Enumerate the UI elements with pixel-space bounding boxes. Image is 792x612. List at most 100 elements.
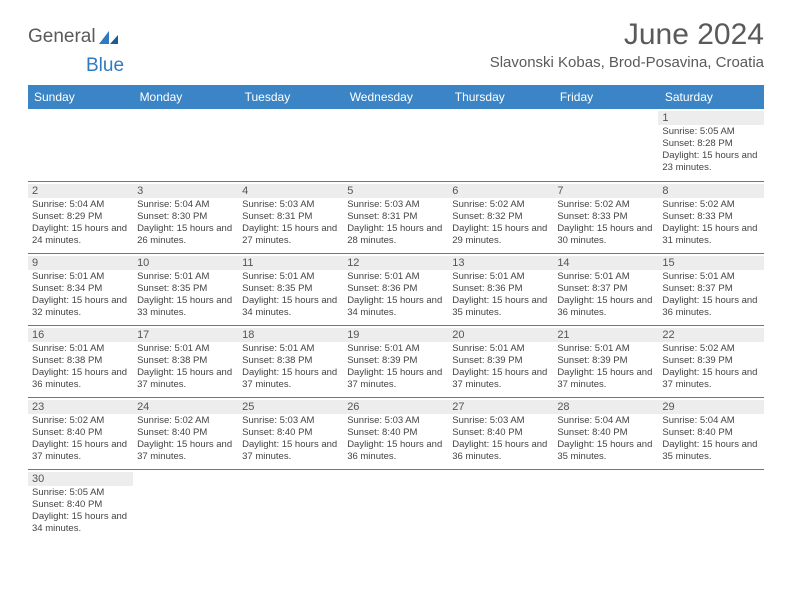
- day-number: 19: [343, 328, 448, 342]
- day-info: Sunrise: 5:04 AMSunset: 8:30 PMDaylight:…: [137, 199, 234, 248]
- location-subtitle: Slavonski Kobas, Brod-Posavina, Croatia: [490, 54, 764, 71]
- calendar-cell: 19Sunrise: 5:01 AMSunset: 8:39 PMDayligh…: [343, 325, 448, 397]
- calendar-cell: [28, 109, 133, 181]
- calendar-week-row: 30Sunrise: 5:05 AMSunset: 8:40 PMDayligh…: [28, 469, 764, 541]
- day-number: 22: [658, 328, 763, 342]
- day-number: 25: [238, 400, 343, 414]
- day-number: 17: [133, 328, 238, 342]
- day-number: 27: [448, 400, 553, 414]
- day-number: 15: [658, 256, 763, 270]
- day-info: Sunrise: 5:02 AMSunset: 8:33 PMDaylight:…: [557, 199, 654, 248]
- day-header-row: Sunday Monday Tuesday Wednesday Thursday…: [28, 85, 764, 109]
- calendar-cell: 25Sunrise: 5:03 AMSunset: 8:40 PMDayligh…: [238, 397, 343, 469]
- day-info: Sunrise: 5:01 AMSunset: 8:36 PMDaylight:…: [452, 271, 549, 320]
- calendar-cell: [448, 469, 553, 541]
- title-block: June 2024 Slavonski Kobas, Brod-Posavina…: [490, 18, 764, 71]
- day-number: 13: [448, 256, 553, 270]
- day-info: Sunrise: 5:01 AMSunset: 8:38 PMDaylight:…: [242, 343, 339, 392]
- day-number: 10: [133, 256, 238, 270]
- calendar-cell: 20Sunrise: 5:01 AMSunset: 8:39 PMDayligh…: [448, 325, 553, 397]
- calendar-body: 1Sunrise: 5:05 AMSunset: 8:28 PMDaylight…: [28, 109, 764, 541]
- day-info: Sunrise: 5:01 AMSunset: 8:36 PMDaylight:…: [347, 271, 444, 320]
- calendar-table: Sunday Monday Tuesday Wednesday Thursday…: [28, 85, 764, 541]
- day-number: 12: [343, 256, 448, 270]
- calendar-cell: 22Sunrise: 5:02 AMSunset: 8:39 PMDayligh…: [658, 325, 763, 397]
- day-info: Sunrise: 5:05 AMSunset: 8:28 PMDaylight:…: [662, 126, 759, 175]
- calendar-cell: 4Sunrise: 5:03 AMSunset: 8:31 PMDaylight…: [238, 181, 343, 253]
- calendar-cell: 30Sunrise: 5:05 AMSunset: 8:40 PMDayligh…: [28, 469, 133, 541]
- calendar-cell: 26Sunrise: 5:03 AMSunset: 8:40 PMDayligh…: [343, 397, 448, 469]
- day-header: Wednesday: [343, 85, 448, 109]
- calendar-cell: 8Sunrise: 5:02 AMSunset: 8:33 PMDaylight…: [658, 181, 763, 253]
- calendar-cell: 15Sunrise: 5:01 AMSunset: 8:37 PMDayligh…: [658, 253, 763, 325]
- day-number: 8: [658, 184, 763, 198]
- logo-text-general: General: [28, 26, 96, 48]
- day-number: 11: [238, 256, 343, 270]
- day-number: 23: [28, 400, 133, 414]
- day-number: 20: [448, 328, 553, 342]
- day-number: 28: [553, 400, 658, 414]
- calendar-cell: [133, 469, 238, 541]
- calendar-cell: 2Sunrise: 5:04 AMSunset: 8:29 PMDaylight…: [28, 181, 133, 253]
- day-info: Sunrise: 5:03 AMSunset: 8:40 PMDaylight:…: [242, 415, 339, 464]
- day-info: Sunrise: 5:01 AMSunset: 8:38 PMDaylight:…: [32, 343, 129, 392]
- calendar-cell: 13Sunrise: 5:01 AMSunset: 8:36 PMDayligh…: [448, 253, 553, 325]
- calendar-cell: 14Sunrise: 5:01 AMSunset: 8:37 PMDayligh…: [553, 253, 658, 325]
- day-number: 21: [553, 328, 658, 342]
- calendar-cell: [133, 109, 238, 181]
- day-header: Friday: [553, 85, 658, 109]
- calendar-cell: 24Sunrise: 5:02 AMSunset: 8:40 PMDayligh…: [133, 397, 238, 469]
- day-number: 18: [238, 328, 343, 342]
- day-number: 1: [658, 111, 763, 125]
- calendar-cell: 23Sunrise: 5:02 AMSunset: 8:40 PMDayligh…: [28, 397, 133, 469]
- day-info: Sunrise: 5:01 AMSunset: 8:37 PMDaylight:…: [557, 271, 654, 320]
- calendar-cell: 21Sunrise: 5:01 AMSunset: 8:39 PMDayligh…: [553, 325, 658, 397]
- day-info: Sunrise: 5:01 AMSunset: 8:35 PMDaylight:…: [137, 271, 234, 320]
- day-info: Sunrise: 5:02 AMSunset: 8:40 PMDaylight:…: [32, 415, 129, 464]
- calendar-cell: 27Sunrise: 5:03 AMSunset: 8:40 PMDayligh…: [448, 397, 553, 469]
- day-number: 24: [133, 400, 238, 414]
- day-info: Sunrise: 5:04 AMSunset: 8:29 PMDaylight:…: [32, 199, 129, 248]
- day-info: Sunrise: 5:04 AMSunset: 8:40 PMDaylight:…: [557, 415, 654, 464]
- calendar-cell: [343, 469, 448, 541]
- logo-sail-icon: [98, 29, 120, 45]
- calendar-cell: [553, 469, 658, 541]
- day-info: Sunrise: 5:01 AMSunset: 8:39 PMDaylight:…: [452, 343, 549, 392]
- calendar-cell: [448, 109, 553, 181]
- calendar-cell: 9Sunrise: 5:01 AMSunset: 8:34 PMDaylight…: [28, 253, 133, 325]
- day-info: Sunrise: 5:05 AMSunset: 8:40 PMDaylight:…: [32, 487, 129, 536]
- calendar-cell: 29Sunrise: 5:04 AMSunset: 8:40 PMDayligh…: [658, 397, 763, 469]
- calendar-cell: 17Sunrise: 5:01 AMSunset: 8:38 PMDayligh…: [133, 325, 238, 397]
- calendar-cell: 10Sunrise: 5:01 AMSunset: 8:35 PMDayligh…: [133, 253, 238, 325]
- calendar-cell: 3Sunrise: 5:04 AMSunset: 8:30 PMDaylight…: [133, 181, 238, 253]
- day-info: Sunrise: 5:02 AMSunset: 8:32 PMDaylight:…: [452, 199, 549, 248]
- day-info: Sunrise: 5:03 AMSunset: 8:40 PMDaylight:…: [452, 415, 549, 464]
- day-info: Sunrise: 5:01 AMSunset: 8:39 PMDaylight:…: [557, 343, 654, 392]
- calendar-cell: 28Sunrise: 5:04 AMSunset: 8:40 PMDayligh…: [553, 397, 658, 469]
- day-number: 30: [28, 472, 133, 486]
- day-info: Sunrise: 5:01 AMSunset: 8:39 PMDaylight:…: [347, 343, 444, 392]
- day-info: Sunrise: 5:03 AMSunset: 8:40 PMDaylight:…: [347, 415, 444, 464]
- day-number: 6: [448, 184, 553, 198]
- day-info: Sunrise: 5:01 AMSunset: 8:34 PMDaylight:…: [32, 271, 129, 320]
- month-title: June 2024: [490, 18, 764, 52]
- logo-text-blue: Blue: [86, 55, 124, 76]
- day-info: Sunrise: 5:01 AMSunset: 8:38 PMDaylight:…: [137, 343, 234, 392]
- day-info: Sunrise: 5:03 AMSunset: 8:31 PMDaylight:…: [347, 199, 444, 248]
- calendar-week-row: 23Sunrise: 5:02 AMSunset: 8:40 PMDayligh…: [28, 397, 764, 469]
- day-number: 16: [28, 328, 133, 342]
- calendar-cell: [553, 109, 658, 181]
- calendar-cell: 18Sunrise: 5:01 AMSunset: 8:38 PMDayligh…: [238, 325, 343, 397]
- calendar-cell: 12Sunrise: 5:01 AMSunset: 8:36 PMDayligh…: [343, 253, 448, 325]
- day-info: Sunrise: 5:02 AMSunset: 8:40 PMDaylight:…: [137, 415, 234, 464]
- calendar-page: General June 2024 Slavonski Kobas, Brod-…: [0, 0, 792, 541]
- calendar-cell: [238, 109, 343, 181]
- calendar-cell: 16Sunrise: 5:01 AMSunset: 8:38 PMDayligh…: [28, 325, 133, 397]
- day-number: 2: [28, 184, 133, 198]
- day-number: 29: [658, 400, 763, 414]
- day-info: Sunrise: 5:02 AMSunset: 8:33 PMDaylight:…: [662, 199, 759, 248]
- day-number: 7: [553, 184, 658, 198]
- day-header: Monday: [133, 85, 238, 109]
- day-header: Saturday: [658, 85, 763, 109]
- day-number: 9: [28, 256, 133, 270]
